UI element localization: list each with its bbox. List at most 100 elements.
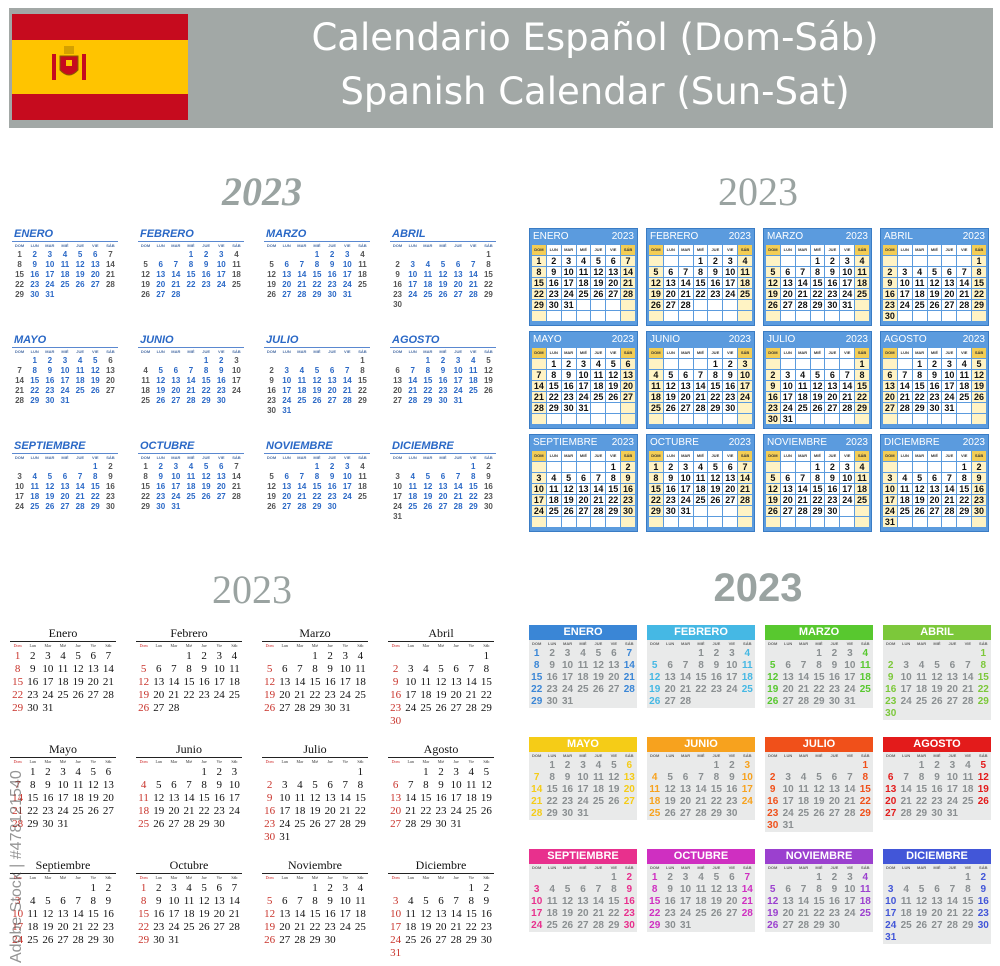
day-cell: 27 — [282, 290, 292, 299]
day-grid: 1 2 3 4 5 6 7 8 9 10 11 12 13 14 15 16 17 18 19 20 21 22 23 24 2… — [12, 462, 118, 512]
day-cell: 4 — [360, 462, 365, 471]
day-cell: 16 — [480, 908, 492, 920]
day-cell: 16 — [766, 392, 780, 402]
day-cell: 14 — [228, 895, 240, 907]
day-cell: 7 — [297, 663, 303, 675]
weekday-label: Jue — [75, 875, 81, 880]
month-header: MAYO 2023 — [530, 332, 637, 347]
day-cell: 27 — [678, 403, 693, 413]
weekday-label: SÁB — [743, 641, 752, 646]
day-cell: 24 — [339, 921, 351, 933]
day-cell: 13 — [608, 660, 620, 671]
day-cell: 6 — [105, 766, 112, 778]
day-grid: 1 2 3 4 5 6 7 8 9 10 11 12 13 14 15 16 17 18 19 20 21 22 23 24 2… — [765, 760, 873, 832]
empty-cell — [766, 256, 780, 266]
spain-flag-icon — [12, 14, 188, 120]
day-cell: 26 — [87, 805, 99, 817]
month-agosto: AGOSTO 2023 DOM LUN MAR MIÉ JUE VIE SÁB 1 2 3 4 5 6 7 8 9… — [880, 331, 989, 429]
day-cell: 27 — [438, 502, 448, 511]
month-mayo: MAYO DOM LUN MAR MIÉ JUE VIE SÁB 1 2 3 4 5 6 7 8 9 10 11 12… — [12, 334, 118, 406]
day-cell: 17 — [738, 381, 752, 391]
empty-cell — [433, 882, 448, 895]
weekday-label: MIÉ — [439, 243, 447, 248]
day-cell: 9 — [564, 772, 571, 783]
day-cell: 14 — [168, 676, 180, 688]
day-cell: 30 — [267, 406, 277, 415]
day-cell: 14 — [840, 381, 855, 391]
day-cell: 28 — [795, 506, 810, 516]
day-cell: 5 — [47, 472, 53, 481]
month-junio: Junio Dom Lun Mar Mié Jue Vie Sáb 1 2 3 4 5 6 7 8 9 10 11 1… — [136, 742, 242, 831]
weekday-label: SÁB — [358, 349, 367, 354]
day-cell: 3 — [561, 256, 576, 266]
day-cell: 11 — [591, 370, 606, 380]
day-cell: 19 — [312, 386, 322, 395]
day-cell: 7 — [903, 772, 909, 783]
day-cell: 30 — [105, 502, 115, 511]
weekday-label: DOM — [766, 348, 780, 358]
weekday-label: SÁB — [738, 348, 752, 358]
day-cell: 20 — [282, 280, 292, 289]
day-cell: 3 — [847, 872, 853, 883]
empty-cell — [766, 359, 780, 369]
day-cell: 2 — [667, 872, 673, 883]
day-cell: 25 — [741, 684, 753, 695]
empty-cell — [678, 648, 693, 660]
day-cell: 13 — [576, 484, 591, 494]
empty-cell — [403, 882, 418, 895]
empty-cell — [796, 760, 811, 772]
month-name: SEPTIEMBRE — [12, 440, 118, 454]
day-cell: 30 — [438, 396, 448, 405]
month-abril: ABRIL DOM LUN MAR MIÉ JUE VIE SÁB 1 2 3 4 5 6 7 8 9 10 11 1… — [883, 625, 991, 720]
empty-cell — [55, 882, 70, 895]
day-cell: 25 — [183, 921, 195, 933]
empty-cell — [897, 517, 912, 527]
weekday-label: LUN — [156, 455, 165, 460]
month-grid: DOM LUN MAR MIÉ JUE VIE SÁB 1 2 3 4 5 6 7 8 9 10 11 12 13 14… — [647, 347, 754, 425]
day-cell: 1 — [312, 882, 318, 894]
day-cell: 19 — [420, 921, 432, 933]
weekday-label: LUN — [666, 753, 675, 758]
day-cell: 6 — [219, 462, 224, 471]
month-febrero: FEBRERO DOM LUN MAR MIÉ JUE VIE SÁB 1 2 3 4 5 6 7 8 9 10 1… — [138, 228, 244, 300]
day-cell: 24 — [946, 796, 958, 807]
day-cell: 21 — [942, 495, 957, 505]
day-cell: 5 — [269, 260, 274, 269]
month-diciembre: Diciembre Dom Lun Mar Mié Jue Vie Sáb 1 2 3 4 5 6 7 8 9 1… — [388, 858, 494, 960]
day-cell: 24 — [228, 805, 240, 817]
day-cell: 16 — [216, 376, 226, 385]
day-cell: 17 — [339, 908, 351, 920]
day-cell: 5 — [158, 366, 163, 375]
day-cell: 13 — [279, 908, 291, 920]
month-year: 2023 — [611, 334, 634, 345]
weekday-label: DOM — [140, 243, 151, 248]
day-cell: 26 — [916, 920, 928, 931]
day-cell: 31 — [279, 831, 291, 843]
day-cell: 29 — [357, 396, 367, 405]
day-cell: 7 — [621, 256, 635, 266]
month-name: MARZO — [767, 231, 804, 242]
weekday-label: DOM — [766, 451, 780, 461]
day-cell: 11 — [229, 663, 240, 675]
day-cell: 10 — [408, 270, 418, 279]
empty-cell — [780, 311, 795, 321]
day-cell: 3 — [580, 760, 586, 771]
day-cell: 1 — [29, 766, 36, 778]
weekday-label: Sáb — [483, 643, 490, 648]
day-cell: 11 — [897, 484, 912, 494]
day-cell: 9 — [825, 473, 840, 483]
day-cell: 7 — [693, 370, 708, 380]
day-cell: 27 — [279, 702, 291, 714]
weekday-label: SÁB — [484, 349, 493, 354]
day-cell: 16 — [828, 672, 840, 683]
month-octubre: OCTUBRE 2023 DOM LUN MAR MIÉ JUE VIE SÁB 1 2 3 4 5 6 7 8… — [646, 434, 755, 532]
weekday-label: SÁB — [972, 245, 986, 255]
day-cell: 30 — [828, 920, 840, 931]
day-cell: 8 — [533, 660, 540, 671]
day-cell: 29 — [354, 818, 366, 830]
day-cell: 18 — [897, 495, 912, 505]
day-cell: 18 — [957, 381, 972, 391]
day-cell: 14 — [798, 672, 810, 683]
day-cell: 15 — [90, 482, 100, 491]
day-grid: 1 2 3 4 5 6 7 8 9 10 11 12 13 14 15 16 17 18 19 20 21 22 23 24 2… — [136, 882, 242, 947]
